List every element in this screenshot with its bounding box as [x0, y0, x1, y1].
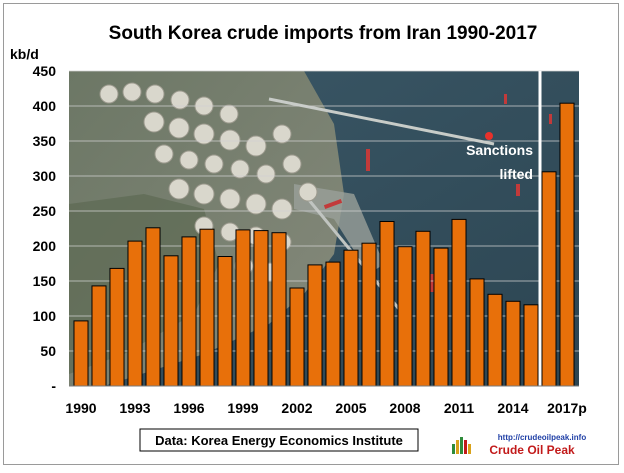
sanctions-annotation-line2: lifted — [500, 166, 533, 182]
y-tick-labels: - 50 100 150 200 250 300 350 400 450 — [33, 63, 57, 394]
y-tick-label: - — [51, 378, 56, 394]
logo-url: http://crudeoilpeak.info — [498, 433, 587, 442]
bar-2016 — [541, 171, 557, 387]
bar-1994 — [145, 227, 161, 387]
bar-2003 — [307, 264, 323, 387]
x-tick-label: 2014 — [497, 400, 528, 416]
sanctions-annotation-line1: Sanctions — [466, 142, 533, 158]
y-tick-label: 100 — [33, 308, 57, 324]
bar-2014 — [505, 300, 521, 387]
y-tick-label: 350 — [33, 133, 57, 149]
bar-2006 — [361, 242, 377, 387]
chart-frame: - 50 100 150 200 250 300 350 400 450 1990 1993 1996… — [3, 3, 619, 465]
y-tick-label: 50 — [40, 343, 56, 359]
bar-2009 — [415, 230, 431, 387]
bar-2015 — [523, 304, 539, 387]
bar-1998 — [217, 256, 233, 387]
logo-bars-icon — [452, 437, 471, 454]
x-tick-label: 1993 — [119, 400, 150, 416]
y-axis-unit-label: kb/d — [10, 46, 39, 62]
bar-1999 — [235, 229, 251, 387]
bar-1991 — [91, 285, 107, 387]
bar-chart: - 50 100 150 200 250 300 350 400 450 1990 1993 1996… — [10, 23, 587, 457]
x-tick-label: 2008 — [389, 400, 420, 416]
x-tick-label: 1996 — [173, 400, 204, 416]
bar-1992 — [109, 267, 125, 387]
x-tick-label: 2017p — [547, 400, 587, 416]
y-tick-label: 200 — [33, 238, 57, 254]
x-tick-label: 2002 — [281, 400, 312, 416]
source-box — [139, 428, 419, 452]
y-tick-label: 300 — [33, 168, 57, 184]
x-tick-label: 2005 — [335, 400, 366, 416]
x-tick-label: 1999 — [227, 400, 258, 416]
y-tick-label: 450 — [33, 63, 57, 79]
crude-oil-peak-logo: http://crudeoilpeak.info Crude Oil Peak — [452, 433, 586, 457]
x-tick-label: 2011 — [444, 400, 475, 416]
bar-2001 — [271, 232, 287, 387]
bar-2000 — [253, 230, 269, 387]
logo-name: Crude Oil Peak — [489, 443, 575, 457]
bar-2011 — [451, 218, 467, 387]
x-tick-label: 1990 — [65, 400, 96, 416]
y-tick-label: 150 — [33, 273, 57, 289]
bar-2012 — [469, 278, 485, 387]
bar-2008 — [397, 246, 413, 387]
bar-2002 — [289, 287, 305, 387]
y-tick-label: 250 — [33, 203, 57, 219]
bar-2013 — [487, 293, 503, 387]
bar-1997 — [199, 228, 215, 387]
x-tick-labels: 1990 1993 1996 1999 2002 2005 2008 2011 2014 2017… — [65, 400, 586, 416]
bar-1993 — [127, 240, 143, 387]
bar-2005 — [343, 249, 359, 387]
bar-1996 — [181, 236, 197, 387]
bar-1990 — [73, 320, 89, 387]
y-tick-label: 400 — [33, 98, 57, 114]
bar-2017p — [559, 102, 575, 387]
chart-title: South Korea crude imports from Iran 1990… — [109, 23, 538, 44]
bar-2007 — [379, 221, 395, 387]
bar-1995 — [163, 255, 179, 387]
source-text: Data: Korea Energy Economics Institute — [155, 433, 403, 448]
bar-2010 — [433, 247, 449, 387]
bar-2004 — [325, 261, 341, 387]
